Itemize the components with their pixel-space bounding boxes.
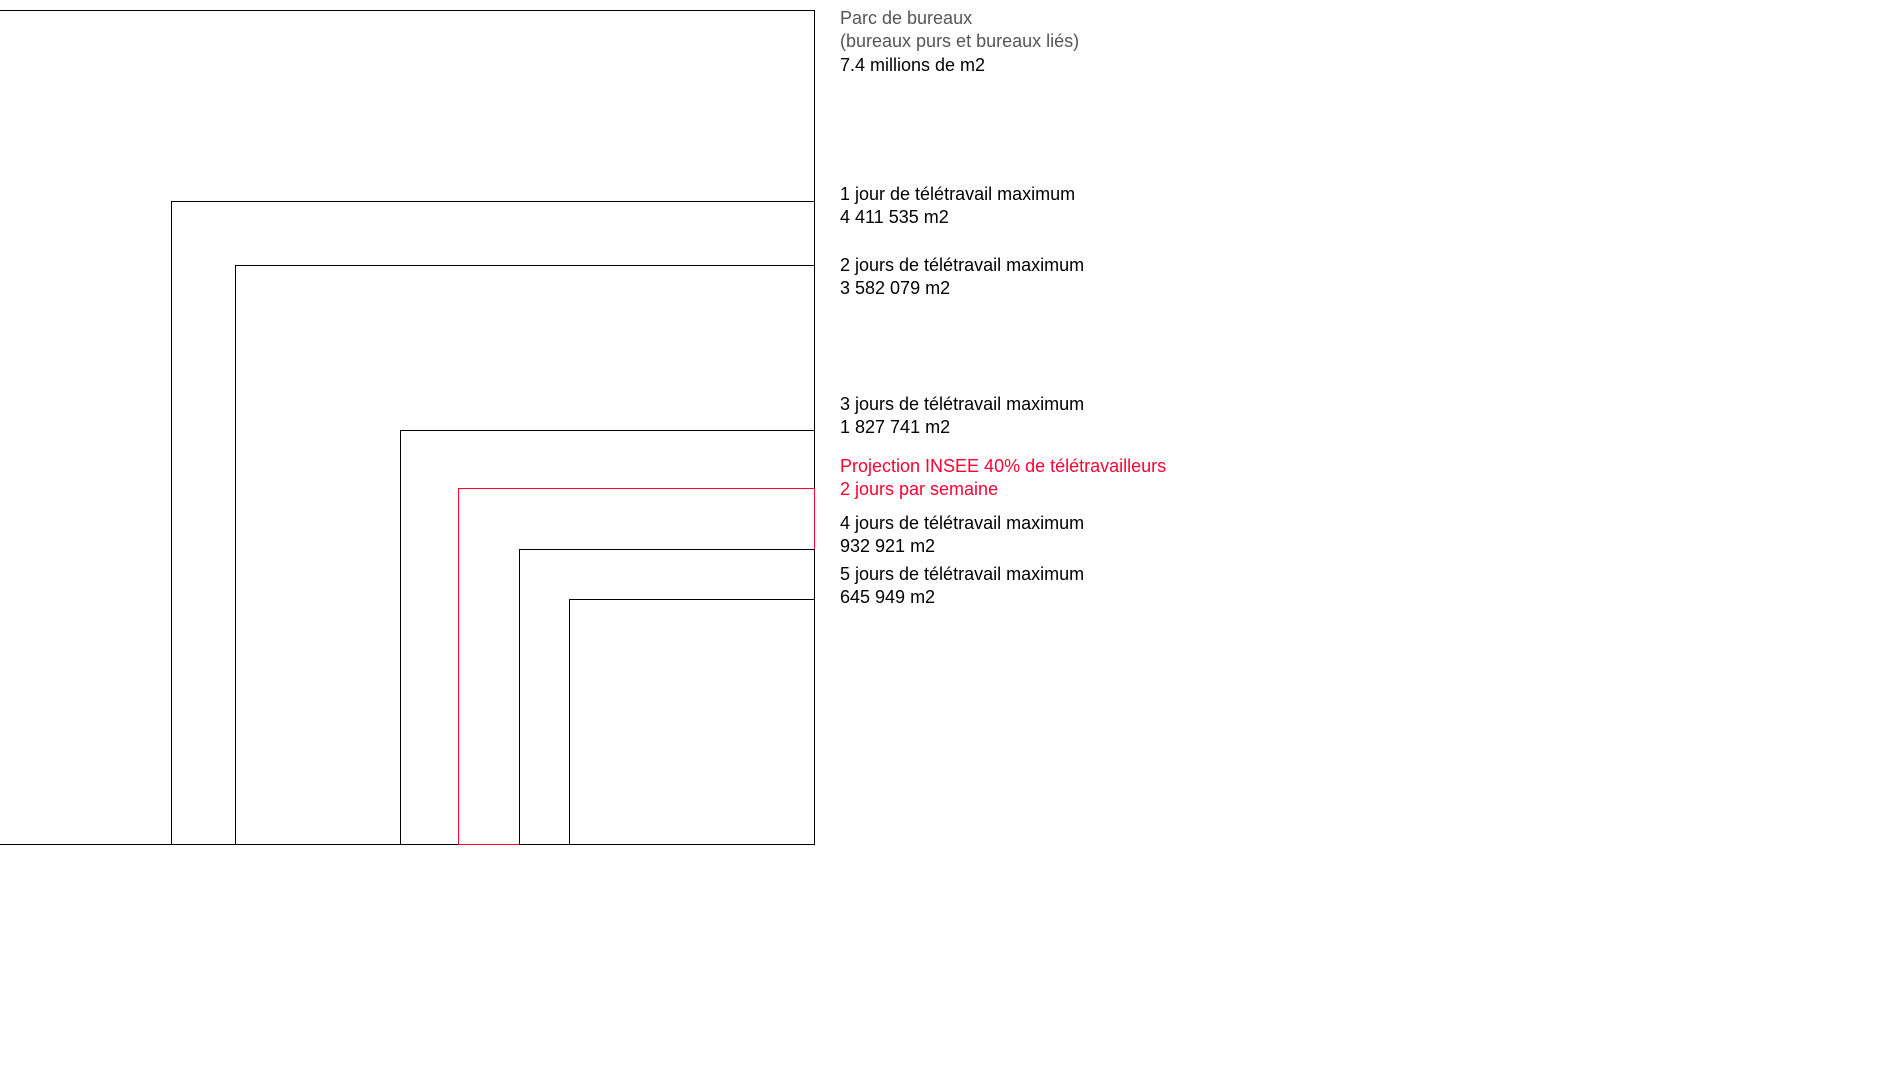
label-line1: Projection INSEE 40% de télétravailleurs xyxy=(840,455,1166,478)
label-value: 7.4 millions de m2 xyxy=(840,54,1079,77)
label-line1: 2 jours de télétravail maximum xyxy=(840,254,1084,277)
label-1-jour: 1 jour de télétravail maximum 4 411 535 … xyxy=(840,183,1075,230)
label-value: 645 949 m2 xyxy=(840,586,1084,609)
label-parc-bureaux: Parc de bureaux (bureaux purs et bureaux… xyxy=(840,7,1079,77)
label-line1: 3 jours de télétravail maximum xyxy=(840,393,1084,416)
label-2-jours: 2 jours de télétravail maximum 3 582 079… xyxy=(840,254,1084,301)
label-insee-projection: Projection INSEE 40% de télétravailleurs… xyxy=(840,455,1166,502)
label-value: 932 921 m2 xyxy=(840,535,1084,558)
label-line1: 4 jours de télétravail maximum xyxy=(840,512,1084,535)
label-line1: 5 jours de télétravail maximum xyxy=(840,563,1084,586)
label-4-jours: 4 jours de télétravail maximum 932 921 m… xyxy=(840,512,1084,559)
label-title-line2: (bureaux purs et bureaux liés) xyxy=(840,30,1079,53)
label-line1: 1 jour de télétravail maximum xyxy=(840,183,1075,206)
label-3-jours: 3 jours de télétravail maximum 1 827 741… xyxy=(840,393,1084,440)
label-value: 3 582 079 m2 xyxy=(840,277,1084,300)
label-5-jours: 5 jours de télétravail maximum 645 949 m… xyxy=(840,563,1084,610)
label-value: 1 827 741 m2 xyxy=(840,416,1084,439)
label-line2: 2 jours par semaine xyxy=(840,478,1166,501)
label-title-line1: Parc de bureaux xyxy=(840,7,1079,30)
square-5-jours xyxy=(569,599,815,845)
label-value: 4 411 535 m2 xyxy=(840,206,1075,229)
